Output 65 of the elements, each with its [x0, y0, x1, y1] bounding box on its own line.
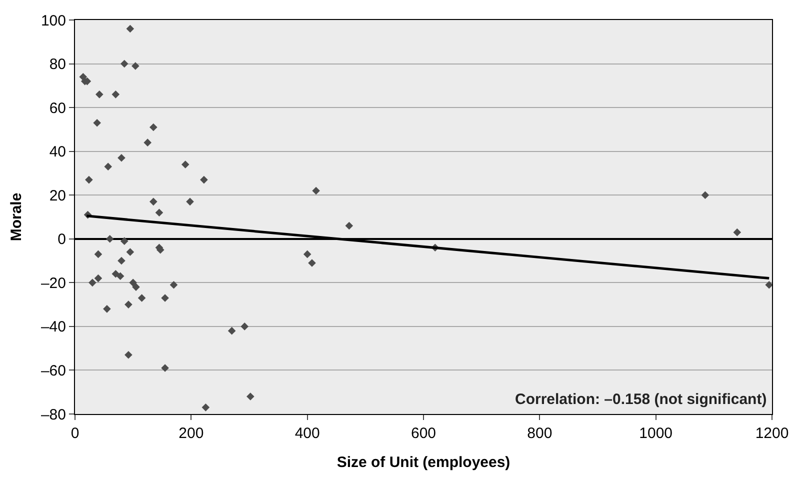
point — [126, 248, 134, 256]
point — [150, 198, 158, 206]
point — [94, 274, 102, 282]
point — [93, 118, 101, 127]
point — [155, 208, 164, 217]
x-tick-label: 0 — [70, 425, 80, 442]
point — [161, 364, 169, 372]
point — [181, 160, 190, 168]
point — [103, 305, 111, 313]
point — [150, 123, 158, 132]
annotation: Correlation: –0.158 (not significant) — [515, 391, 767, 408]
point — [85, 176, 93, 184]
point — [308, 259, 316, 267]
point — [228, 326, 236, 335]
point — [161, 294, 169, 302]
point — [116, 272, 124, 280]
point — [96, 90, 104, 98]
y-tick-label: –40 — [40, 318, 66, 336]
y-tick-label: 60 — [49, 100, 66, 117]
y-tick-label: 40 — [49, 144, 66, 161]
point — [104, 162, 112, 171]
point — [312, 186, 320, 195]
x-tick-label: 400 — [294, 425, 320, 442]
point — [701, 191, 710, 200]
point — [132, 283, 140, 291]
point — [303, 250, 312, 258]
y-tick-label: 80 — [49, 56, 66, 74]
point — [120, 60, 128, 68]
point — [765, 280, 772, 289]
point — [186, 198, 194, 206]
y-tick-label: –60 — [40, 362, 66, 380]
point — [120, 237, 128, 245]
point — [240, 322, 248, 330]
point — [118, 256, 126, 265]
y-axis-title: Morale — [8, 192, 26, 242]
point — [94, 250, 102, 258]
point — [132, 62, 140, 70]
point — [118, 154, 126, 162]
x-axis-title: Size of Unit (employees) — [336, 454, 510, 471]
point — [112, 90, 120, 98]
point — [129, 278, 137, 287]
x-tick-label: 600 — [410, 425, 436, 442]
point — [106, 234, 114, 243]
y-tick-label: –20 — [40, 274, 66, 292]
y-tick-label: 0 — [58, 231, 66, 248]
point — [124, 300, 132, 308]
point — [200, 176, 208, 184]
x-tick-label: 1000 — [639, 425, 673, 442]
point — [202, 404, 210, 412]
x-tick-label: 800 — [527, 425, 552, 442]
point — [170, 280, 178, 289]
point — [144, 138, 152, 146]
point — [246, 392, 254, 400]
point — [112, 270, 120, 278]
point — [138, 294, 146, 302]
point — [733, 228, 742, 236]
point — [126, 24, 134, 33]
point — [345, 222, 354, 230]
point — [88, 278, 96, 287]
point — [124, 351, 132, 359]
x-tick-label: 1200 — [755, 425, 789, 442]
y-tick-label: 100 — [40, 12, 66, 30]
y-tick-label: 20 — [49, 187, 66, 204]
y-tick-label: –80 — [40, 406, 66, 424]
x-tick-label: 200 — [178, 425, 204, 442]
